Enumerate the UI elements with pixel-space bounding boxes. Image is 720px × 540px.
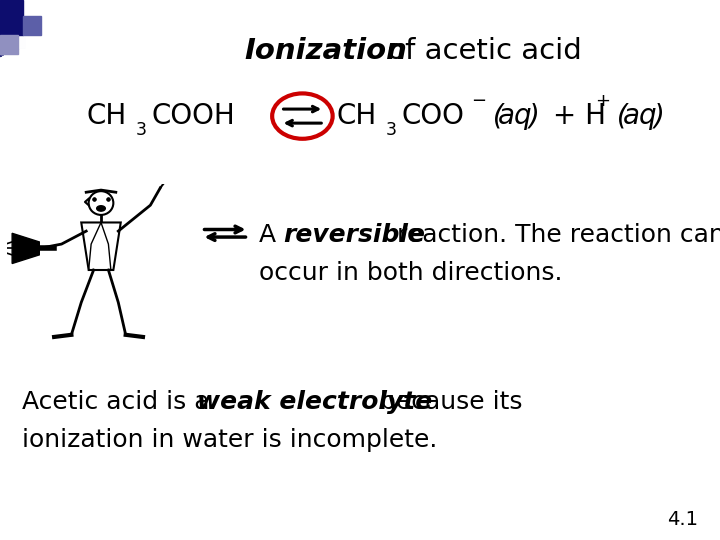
Polygon shape — [9, 0, 22, 50]
Polygon shape — [10, 0, 23, 49]
Text: A: A — [259, 223, 284, 247]
Polygon shape — [4, 0, 17, 53]
Ellipse shape — [89, 191, 113, 215]
Polygon shape — [9, 0, 22, 50]
Text: aq: aq — [623, 102, 657, 130]
Polygon shape — [8, 0, 20, 51]
Polygon shape — [6, 0, 19, 52]
Polygon shape — [7, 0, 19, 52]
Polygon shape — [10, 0, 23, 50]
Polygon shape — [12, 0, 24, 49]
Text: 4.1: 4.1 — [667, 510, 698, 529]
Polygon shape — [0, 0, 13, 57]
Polygon shape — [6, 0, 19, 52]
Text: reaction. The reaction can: reaction. The reaction can — [389, 223, 720, 247]
Polygon shape — [12, 233, 40, 264]
Polygon shape — [6, 0, 18, 53]
Text: reversible: reversible — [283, 223, 425, 247]
Polygon shape — [4, 0, 17, 53]
Text: +: + — [595, 92, 611, 110]
Polygon shape — [1, 0, 13, 56]
Polygon shape — [9, 0, 22, 50]
Polygon shape — [6, 0, 19, 52]
Polygon shape — [12, 0, 24, 49]
Polygon shape — [7, 0, 20, 51]
Polygon shape — [0, 0, 13, 57]
Text: Ionization: Ionization — [245, 37, 408, 65]
Bar — [23, 16, 41, 35]
Polygon shape — [6, 0, 19, 52]
Text: COOH: COOH — [151, 102, 235, 130]
Text: 3: 3 — [135, 120, 146, 139]
Polygon shape — [9, 0, 22, 50]
Text: + H: + H — [544, 102, 606, 130]
Polygon shape — [1, 0, 14, 56]
Polygon shape — [4, 0, 17, 54]
Text: Acetic acid is a: Acetic acid is a — [22, 390, 217, 414]
Polygon shape — [2, 0, 15, 55]
Polygon shape — [9, 0, 22, 51]
Polygon shape — [4, 0, 17, 54]
Polygon shape — [11, 0, 24, 49]
Polygon shape — [5, 0, 18, 53]
Polygon shape — [7, 0, 20, 52]
Text: of acetic acid: of acetic acid — [378, 37, 582, 65]
Polygon shape — [9, 0, 22, 50]
Polygon shape — [3, 0, 16, 55]
Polygon shape — [10, 0, 23, 50]
Polygon shape — [2, 0, 15, 55]
Polygon shape — [4, 0, 16, 55]
Text: aq: aq — [498, 102, 533, 130]
Polygon shape — [81, 222, 121, 270]
Text: ): ) — [529, 102, 540, 130]
Text: CH: CH — [86, 102, 127, 130]
Polygon shape — [1, 0, 14, 56]
Text: 3: 3 — [385, 120, 396, 139]
Bar — [0, 0, 23, 35]
Polygon shape — [12, 0, 24, 49]
Polygon shape — [1, 0, 14, 56]
Polygon shape — [12, 0, 24, 49]
Text: COO: COO — [401, 102, 464, 130]
Polygon shape — [8, 0, 21, 51]
Text: weak electrolyte: weak electrolyte — [197, 390, 432, 414]
Bar — [0, 35, 18, 54]
Polygon shape — [11, 0, 23, 49]
Polygon shape — [4, 0, 17, 53]
Polygon shape — [6, 0, 19, 52]
Polygon shape — [3, 0, 16, 55]
Polygon shape — [6, 0, 18, 53]
Text: occur in both directions.: occur in both directions. — [259, 261, 563, 285]
Polygon shape — [11, 0, 24, 49]
Polygon shape — [6, 0, 19, 52]
Polygon shape — [4, 0, 17, 54]
Text: because its: because its — [372, 390, 523, 414]
Text: −: − — [471, 92, 486, 110]
Polygon shape — [10, 0, 22, 50]
Text: (: ( — [608, 102, 628, 130]
Polygon shape — [2, 0, 14, 55]
Polygon shape — [3, 0, 16, 55]
Polygon shape — [3, 0, 15, 55]
Text: ionization in water is incomplete.: ionization in water is incomplete. — [22, 428, 437, 452]
Polygon shape — [1, 0, 14, 56]
Text: ): ) — [654, 102, 665, 130]
Polygon shape — [5, 0, 18, 53]
Text: (: ( — [484, 102, 503, 130]
Text: CH: CH — [336, 102, 377, 130]
Polygon shape — [5, 0, 17, 53]
Polygon shape — [9, 0, 21, 51]
Ellipse shape — [96, 206, 105, 211]
Polygon shape — [8, 0, 20, 51]
Polygon shape — [1, 0, 13, 56]
Polygon shape — [1, 0, 14, 56]
Polygon shape — [8, 0, 21, 51]
Polygon shape — [1, 0, 14, 56]
